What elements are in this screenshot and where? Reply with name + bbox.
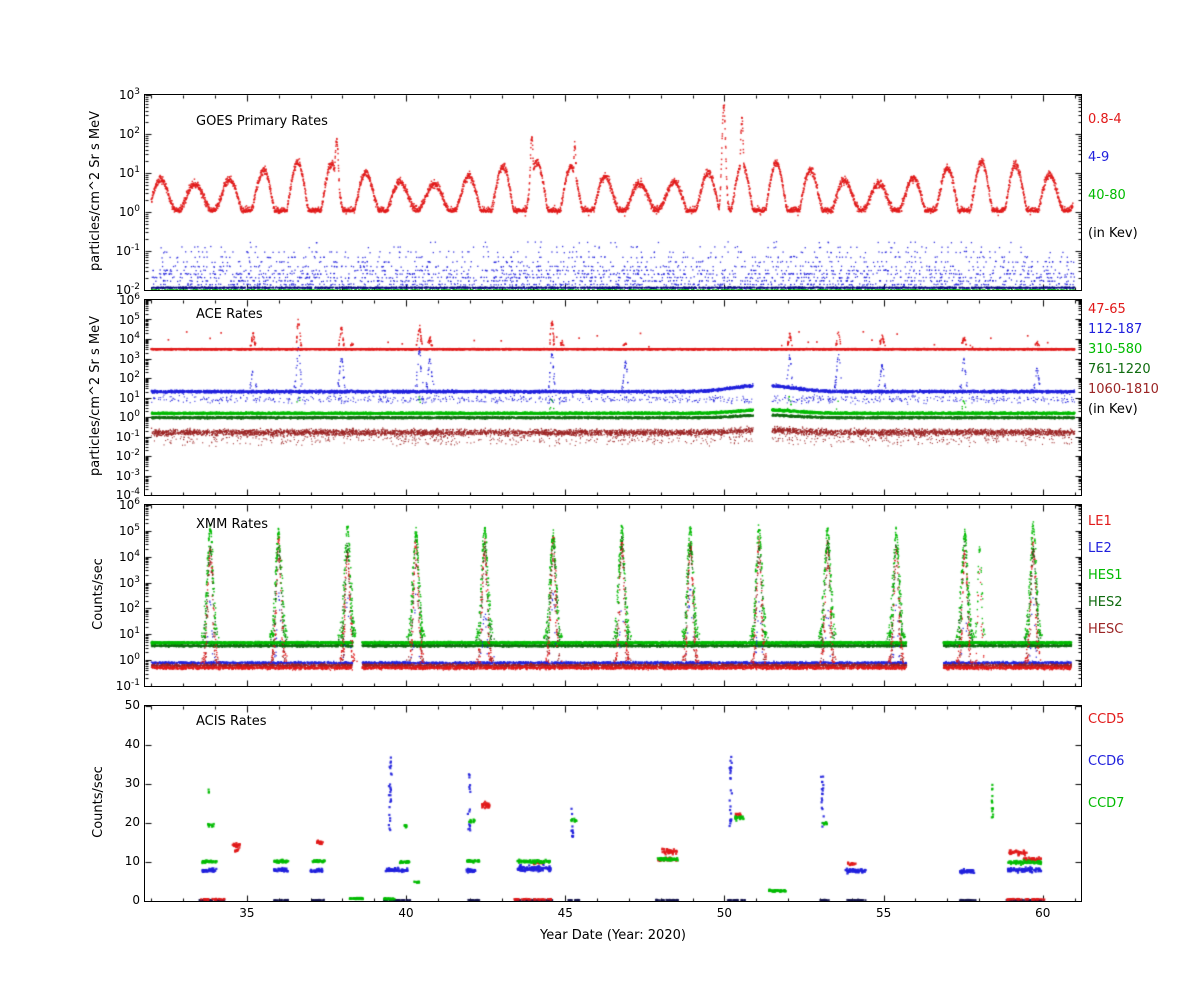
y-tick-label: 104 <box>118 331 140 346</box>
x-tick-label: 50 <box>716 906 733 920</box>
y-tick-label: 103 <box>118 350 140 366</box>
legend-item: 1060-1810 <box>1088 382 1159 397</box>
y-tick-label: 10-1 <box>115 243 140 258</box>
x-tick-label: 35 <box>239 906 255 920</box>
legend-item: HES2 <box>1088 595 1123 610</box>
y-tick-label: 100 <box>118 409 140 424</box>
legend-item: LE1 <box>1088 514 1112 529</box>
y-tick-label: 105 <box>118 311 140 327</box>
legend-item: 112-187 <box>1088 322 1143 337</box>
legend-item: CCD7 <box>1088 796 1125 811</box>
legend-item: LE2 <box>1088 541 1112 556</box>
legend-item: 47-65 <box>1088 302 1126 317</box>
legend-item: CCD6 <box>1088 754 1125 769</box>
legend-acis: CCD5 CCD6 CCD7 <box>1088 712 1124 838</box>
x-tick-label: 55 <box>875 906 892 920</box>
y-tick-label: 10-1 <box>115 678 140 693</box>
y-tick-label: 102 <box>118 126 140 141</box>
y-tick-label: 106 <box>118 497 140 512</box>
y-tick-label: 10-4 <box>115 487 140 502</box>
y-tick-label: 101 <box>118 626 140 642</box>
legend-item: 761-1220 <box>1088 362 1151 377</box>
panel-title-xmm: XMM Rates <box>196 517 269 532</box>
y-tick-label: 103 <box>118 87 140 102</box>
panel-title-acis: ACIS Rates <box>196 714 267 729</box>
y-tick-label: 101 <box>118 165 140 180</box>
legend-ace: 47-65 112-187 310-580 761-1220 1060-1810… <box>1088 302 1159 422</box>
y-tick-label: 101 <box>118 389 140 405</box>
legend-item: 310-580 <box>1088 342 1143 357</box>
y-tick-label: 0 <box>132 893 140 907</box>
y-tick-label: 10-2 <box>115 282 140 297</box>
y-tick-label: 100 <box>118 652 140 668</box>
y-tick-label: 106 <box>118 292 140 307</box>
legend-item: 40-80 <box>1088 188 1126 203</box>
x-tick-label: 40 <box>398 906 414 920</box>
goes-plot-canvas <box>144 94 1082 291</box>
y-tick-label: 40 <box>124 737 140 751</box>
y-tick-label: 20 <box>124 815 140 829</box>
y-tick-label: 10-1 <box>115 428 140 444</box>
x-tick-label: 45 <box>557 906 573 920</box>
legend-item: 4-9 <box>1088 150 1110 165</box>
ace-plot-canvas <box>144 299 1082 496</box>
legend-item: HESC <box>1088 622 1124 637</box>
legend-xmm: LE1 LE2 HES1 HES2 HESC <box>1088 514 1123 649</box>
xmm-plot-canvas <box>144 504 1082 687</box>
x-axis-label: Year Date (Year: 2020) <box>540 928 686 943</box>
y-tick-label: 100 <box>118 204 140 219</box>
legend-goes: 0.8-4 4-9 40-80 (in Kev) <box>1088 112 1138 264</box>
legend-item: HES1 <box>1088 568 1123 583</box>
y-tick-label: 10 <box>124 854 140 868</box>
x-tick-label: 60 <box>1035 906 1051 920</box>
y-tick-label: 103 <box>118 574 140 590</box>
legend-item: CCD5 <box>1088 712 1125 727</box>
y-tick-label: 102 <box>118 600 140 616</box>
legend-item: 0.8-4 <box>1088 112 1122 127</box>
y-tick-label: 102 <box>118 370 140 385</box>
y-tick-label: 10-2 <box>115 448 140 463</box>
acis-plot-canvas <box>144 705 1082 902</box>
y-tick-label: 30 <box>124 776 140 790</box>
y-tick-label: 105 <box>118 522 140 538</box>
legend-item: (in Kev) <box>1088 402 1138 417</box>
y-axis-label-acis: Counts/sec <box>91 766 106 838</box>
panel-title-ace: ACE Rates <box>196 307 263 322</box>
y-tick-label: 104 <box>118 548 140 564</box>
legend-item: (in Kev) <box>1088 226 1138 241</box>
y-tick-label: 10-3 <box>115 467 140 483</box>
y-tick-label: 50 <box>124 698 140 712</box>
panel-title-goes: GOES Primary Rates <box>196 114 328 129</box>
